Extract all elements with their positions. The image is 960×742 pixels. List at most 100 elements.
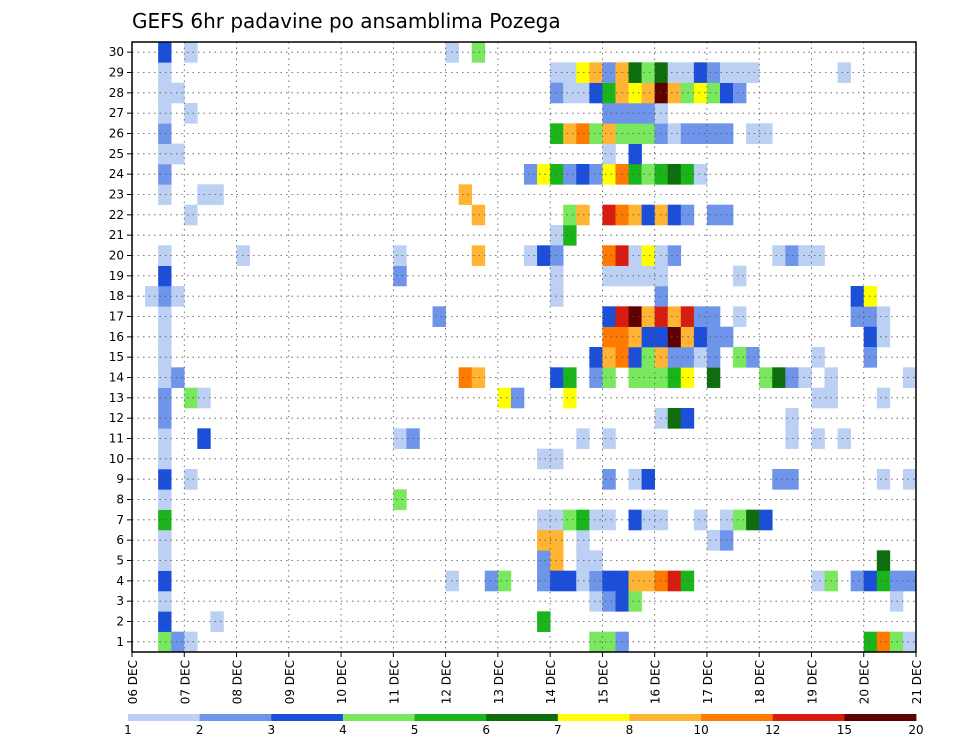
heatmap-cell xyxy=(680,123,695,144)
heatmap-cell xyxy=(602,591,616,612)
heatmap-cell xyxy=(471,367,486,388)
y-tick-label: 16 xyxy=(109,330,124,344)
heatmap-cell xyxy=(158,265,172,287)
heatmap-cell xyxy=(576,62,590,83)
heatmap-cell xyxy=(158,326,172,348)
heatmap-cell xyxy=(746,509,760,531)
heatmap-cell xyxy=(563,164,577,185)
heatmap-cell xyxy=(641,347,655,368)
heatmap-cell xyxy=(589,570,603,592)
colorbar-swatch xyxy=(701,714,774,721)
heatmap-cell xyxy=(158,428,172,449)
heatmap-cell xyxy=(628,164,642,185)
x-tick-label: 18 DEC xyxy=(753,660,767,704)
heatmap-cell xyxy=(706,326,721,348)
y-tick-label: 4 xyxy=(116,574,124,588)
heatmap-cell xyxy=(184,387,198,409)
y-tick-label: 24 xyxy=(109,167,124,181)
heatmap-cell xyxy=(393,245,407,266)
colorbar-swatch xyxy=(486,714,559,721)
x-tick-label: 17 DEC xyxy=(701,660,715,704)
heatmap-cell xyxy=(171,82,185,104)
heatmap-cell xyxy=(602,245,616,266)
heatmap-cell xyxy=(602,164,616,185)
x-tick-label: 08 DEC xyxy=(231,660,245,704)
heatmap-cell xyxy=(693,123,708,144)
heatmap-cell xyxy=(563,62,577,83)
heatmap-cell xyxy=(158,550,172,571)
heatmap-cell xyxy=(602,265,616,287)
heatmap-cell xyxy=(158,631,172,653)
heatmap-cell xyxy=(746,347,760,368)
colorbar-label: 4 xyxy=(339,723,347,737)
heatmap-cell xyxy=(876,631,891,653)
heatmap-cell xyxy=(602,103,616,124)
heatmap-cell xyxy=(628,143,642,165)
heatmap-cell xyxy=(158,123,172,144)
heatmap-cell xyxy=(432,306,446,327)
heatmap-cell xyxy=(628,245,642,266)
heatmap-cell xyxy=(158,306,172,327)
heatmap-cell xyxy=(667,245,682,266)
heatmap-cell xyxy=(184,103,198,124)
heatmap-cell xyxy=(772,469,786,490)
colorbar-swatch xyxy=(271,714,344,721)
heatmap-cell xyxy=(576,550,590,571)
colorbar-label: 15 xyxy=(837,723,852,737)
y-tick-label: 12 xyxy=(109,411,124,425)
heatmap-cell xyxy=(706,123,721,144)
heatmap-cell xyxy=(158,347,172,368)
heatmap-cell xyxy=(837,62,851,83)
grid-lines xyxy=(132,42,916,652)
heatmap-cell xyxy=(667,347,682,368)
heatmap-cell xyxy=(850,306,865,327)
heatmap-cell xyxy=(667,164,682,185)
heatmap-cell xyxy=(680,367,695,388)
y-tick-label: 11 xyxy=(109,432,124,446)
heatmap-cell xyxy=(589,591,603,612)
heatmap-cell xyxy=(693,164,708,185)
heatmap-cell xyxy=(158,591,172,612)
heatmap-cell xyxy=(589,164,603,185)
y-tick-label: 6 xyxy=(116,533,124,547)
heatmap-cell xyxy=(641,123,655,144)
y-tick-label: 3 xyxy=(116,594,124,608)
x-axis: 06 DEC 07 DEC 08 DEC 09 DEC 10 DEC 11 DEC 12 D… xyxy=(126,652,924,704)
heatmap-cell xyxy=(537,611,551,632)
heatmap-cell xyxy=(589,82,603,104)
heatmap-cell xyxy=(537,509,551,531)
heatmap-cell xyxy=(733,265,747,287)
heatmap-cell xyxy=(158,469,172,490)
heatmap-cell xyxy=(798,245,812,266)
heatmap-cell xyxy=(602,631,616,653)
heatmap-cell xyxy=(693,62,708,83)
heatmap-cell xyxy=(667,408,682,429)
heatmap-cell xyxy=(628,123,642,144)
y-tick-label: 5 xyxy=(116,554,124,568)
heatmap-cell xyxy=(667,306,682,327)
heatmap-cell xyxy=(811,347,825,368)
heatmap-cell xyxy=(589,367,603,388)
y-tick-label: 25 xyxy=(109,147,124,161)
heatmap-cell xyxy=(641,103,655,124)
heatmap-cell xyxy=(706,367,721,388)
heatmap-cell xyxy=(876,469,891,490)
heatmap-cell xyxy=(733,306,747,327)
heatmap-cell xyxy=(576,204,590,226)
heatmap-cell xyxy=(158,509,172,531)
heatmap-cell xyxy=(458,184,473,205)
y-tick-label: 23 xyxy=(109,188,124,202)
y-tick-label: 15 xyxy=(109,350,124,364)
colorbar-label: 2 xyxy=(196,723,204,737)
y-tick-label: 29 xyxy=(109,66,124,80)
heatmap-cell xyxy=(158,611,172,632)
colorbar-swatch xyxy=(414,714,487,721)
heatmap-cell xyxy=(602,143,616,165)
colorbar-swatch xyxy=(557,714,630,721)
heatmap-cell xyxy=(589,347,603,368)
y-tick-label: 7 xyxy=(116,513,124,527)
colorbar-label: 12 xyxy=(765,723,780,737)
heatmap-cell xyxy=(641,82,655,104)
heatmap-cell xyxy=(667,326,682,348)
heatmap-cell xyxy=(393,428,407,449)
